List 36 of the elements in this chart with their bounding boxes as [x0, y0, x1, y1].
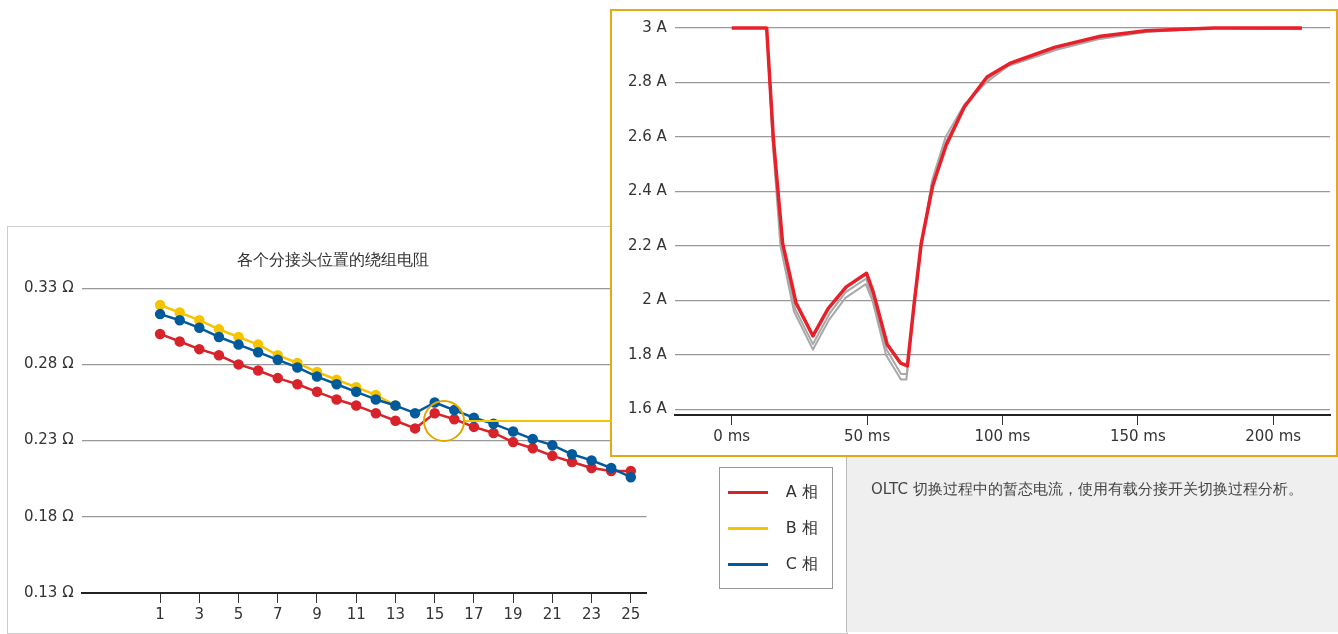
- x-tick-label: 150 ms: [1109, 426, 1166, 445]
- y-tick-label: 2 A: [642, 290, 668, 309]
- y-tick-label: 2.6 A: [627, 126, 668, 145]
- y-tick-label: 2.8 A: [627, 72, 668, 91]
- x-tick-label: 19: [503, 604, 523, 623]
- x-tick-label: 200 ms: [1245, 426, 1302, 445]
- x-tick-label: 15: [425, 604, 445, 623]
- y-tick-label: 2.4 A: [627, 181, 668, 200]
- x-tick-label: 7: [272, 604, 283, 623]
- x-tick-label: 9: [312, 604, 322, 623]
- y-tick-label: 0.13 Ω: [23, 582, 74, 601]
- y-tick-label: 1.6 A: [627, 399, 668, 418]
- y-tick-label: 2.2 A: [627, 235, 668, 254]
- x-tick-label: 25: [621, 604, 641, 623]
- text: OLTC 切换过程中的暂态电流，使用有载分接开关切换过程分析。: [871, 479, 1304, 500]
- x-tick-label: 17: [464, 604, 484, 623]
- y-tick-label: 0.18 Ω: [23, 506, 74, 525]
- legend-label: C 相: [785, 553, 818, 575]
- x-tick-label: 1: [155, 604, 165, 623]
- chart-title: 各个分接头位置的绕组电阻: [236, 249, 429, 269]
- x-tick-label: 50 ms: [843, 426, 891, 445]
- x-tick-label: 13: [385, 604, 405, 623]
- legend-label: B 相: [785, 517, 818, 539]
- x-tick-label: 11: [346, 604, 366, 623]
- y-tick-label: 0.33 Ω: [23, 278, 74, 297]
- x-tick-label: 3: [194, 604, 205, 623]
- legend-label: A 相: [785, 481, 818, 503]
- y-tick-label: 0.23 Ω: [23, 430, 74, 449]
- y-tick-label: 1.8 A: [627, 344, 668, 363]
- x-tick-label: 0 ms: [713, 426, 751, 445]
- y-tick-label: 3 A: [642, 17, 668, 36]
- x-tick-label: 21: [542, 604, 562, 623]
- x-tick-label: 100 ms: [974, 426, 1031, 445]
- x-tick-label: 23: [582, 604, 602, 623]
- y-tick-label: 0.28 Ω: [23, 354, 74, 373]
- x-tick-label: 5: [233, 604, 244, 623]
